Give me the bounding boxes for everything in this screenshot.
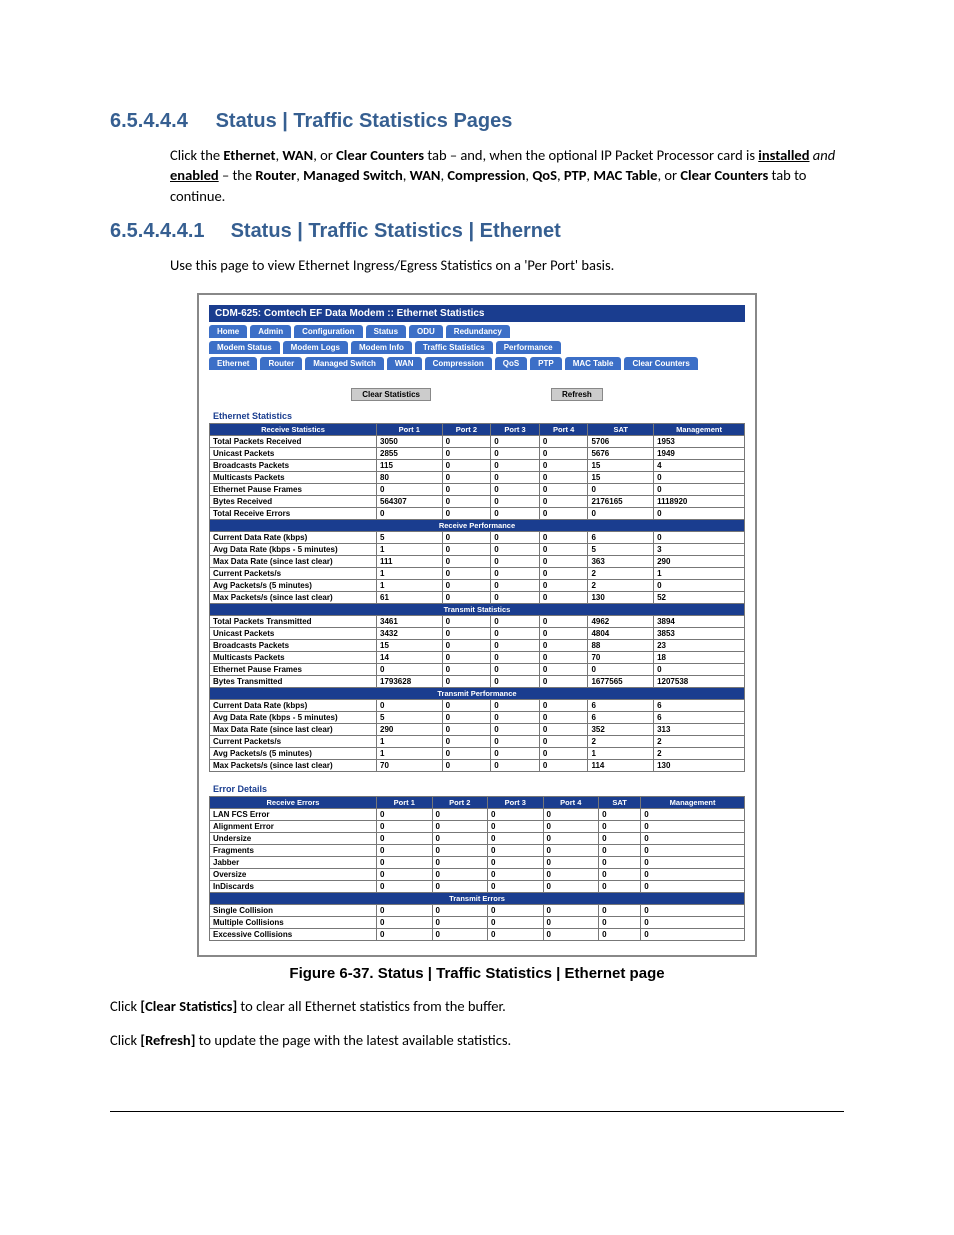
ethernet-statistics-table: Receive StatisticsPort 1Port 2Port 3Port… [209,423,745,772]
tab-clear-counters[interactable]: Clear Counters [624,357,697,370]
tab-compression[interactable]: Compression [425,357,492,370]
section-title: Status | Traffic Statistics Pages [216,110,513,132]
top-tab-row: HomeAdminConfiguration StatusODURedundanc… [209,325,745,338]
tab-redundancy[interactable]: Redundancy [446,325,510,338]
tab-modem-info[interactable]: Modem Info [351,341,412,354]
tab-performance[interactable]: Performance [496,341,561,354]
ethernet-statistics-legend: Ethernet Statistics [213,411,745,421]
tab-odu[interactable]: ODU [409,325,443,338]
subsection-number: 6.5.4.4.4.1 [110,220,225,243]
clear-statistics-button[interactable]: Clear Statistics [351,388,431,401]
mid-tab-row: Modem StatusModem LogsModem InfoTraffic … [209,341,745,354]
tab-mac-table[interactable]: MAC Table [565,357,622,370]
screenshot-figure: CDM-625: Comtech EF Data Modem :: Ethern… [197,293,757,957]
paragraph-4: Click [Refresh] to update the page with … [110,1030,844,1050]
paragraph-1: Click the Ethernet, WAN, or Clear Counte… [170,145,844,206]
tab-wan[interactable]: WAN [387,357,422,370]
tab-modem-status[interactable]: Modem Status [209,341,280,354]
tab-home[interactable]: Home [209,325,247,338]
paragraph-2: Use this page to view Ethernet Ingress/E… [170,255,844,275]
refresh-button[interactable]: Refresh [551,388,603,401]
window-title: CDM-625: Comtech EF Data Modem :: Ethern… [209,305,745,322]
low-tab-row: EthernetRouterManaged SwitchWANCompressi… [209,357,745,370]
error-details-legend: Error Details [213,784,745,794]
subsection-heading: 6.5.4.4.4.1 Status | Traffic Statistics … [110,220,844,243]
paragraph-3: Click [Clear Statistics] to clear all Et… [110,996,844,1016]
tab-ethernet[interactable]: Ethernet [209,357,257,370]
subsection-title: Status | Traffic Statistics | Ethernet [231,220,561,242]
figure-caption: Figure 6-37. Status | Traffic Statistics… [110,965,844,982]
tab-qos[interactable]: QoS [495,357,527,370]
error-details-table: Receive ErrorsPort 1Port 2Port 3Port 4SA… [209,796,745,941]
tab-managed-switch[interactable]: Managed Switch [305,357,384,370]
section-heading: 6.5.4.4.4 Status | Traffic Statistics Pa… [110,110,844,133]
tab-configuration[interactable]: Configuration [294,325,362,338]
tab-status[interactable]: Status [366,325,406,338]
tab-modem-logs[interactable]: Modem Logs [283,341,348,354]
tab-router[interactable]: Router [260,357,302,370]
tab-ptp[interactable]: PTP [530,357,562,370]
tab-admin[interactable]: Admin [250,325,291,338]
section-number: 6.5.4.4.4 [110,110,210,133]
footer-rule [110,1111,844,1112]
tab-traffic-statistics[interactable]: Traffic Statistics [415,341,493,354]
